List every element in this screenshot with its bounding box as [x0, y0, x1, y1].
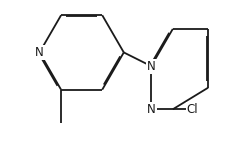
Text: Cl: Cl	[186, 103, 197, 116]
Text: N: N	[146, 60, 155, 73]
Text: N: N	[146, 103, 155, 116]
Text: N: N	[35, 46, 44, 59]
